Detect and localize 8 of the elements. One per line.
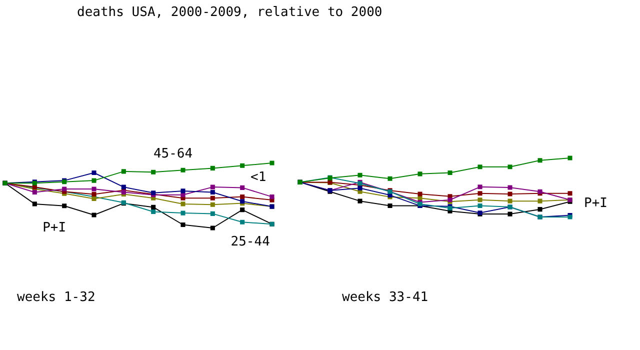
series-label: P+I: [42, 220, 66, 236]
series-label: <1: [250, 170, 266, 186]
x-axis-title: weeks 1-32: [17, 290, 96, 305]
series-label: 45-64: [153, 146, 193, 162]
chart-title: deaths USA, 2000-2009, relative to 2000: [77, 5, 382, 20]
series-label: 25-44: [230, 234, 270, 250]
series-label: P+I: [584, 196, 608, 212]
x-axis-title: weeks 33-41: [342, 290, 428, 305]
